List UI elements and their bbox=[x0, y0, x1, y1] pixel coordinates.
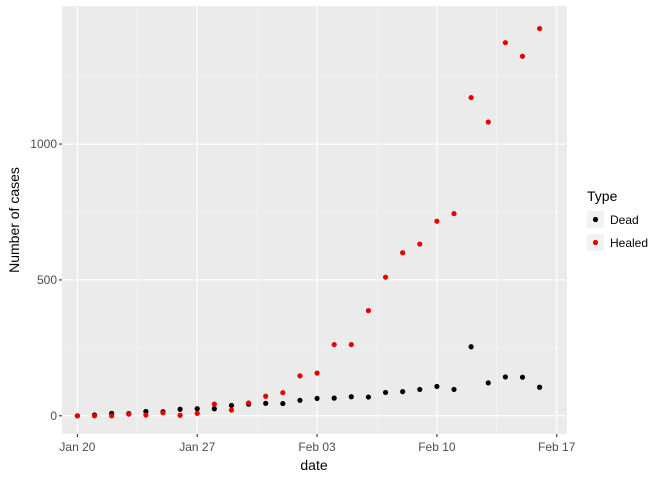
healed-point bbox=[91, 413, 98, 419]
y-axis: 0 500 1000 bbox=[30, 137, 62, 423]
healed-point bbox=[126, 411, 132, 417]
dead-point bbox=[331, 395, 337, 401]
legend: Type Dead Healed bbox=[587, 188, 648, 251]
legend-marker-healed bbox=[592, 239, 599, 246]
dead-point bbox=[194, 406, 200, 412]
healed-point bbox=[348, 341, 354, 348]
dead-point bbox=[468, 344, 474, 350]
y-axis-title: Number of cases bbox=[6, 167, 22, 273]
x-tick-label: Feb 03 bbox=[298, 440, 336, 454]
healed-point bbox=[160, 410, 166, 416]
x-tick-label: Feb 10 bbox=[418, 440, 456, 454]
healed-point bbox=[109, 413, 115, 419]
dead-point bbox=[348, 394, 354, 400]
healed-point bbox=[468, 94, 474, 101]
healed-point bbox=[194, 410, 200, 416]
healed-point bbox=[434, 218, 440, 224]
legend-label-healed: Healed bbox=[610, 236, 648, 250]
legend-label-dead: Dead bbox=[610, 213, 639, 227]
dead-point bbox=[280, 400, 286, 407]
points-layer bbox=[74, 25, 543, 419]
y-tick-label: 0 bbox=[50, 409, 57, 423]
dead-point bbox=[263, 400, 269, 406]
dead-point bbox=[400, 389, 406, 395]
healed-point bbox=[485, 119, 491, 125]
healed-point bbox=[502, 40, 508, 46]
dead-point bbox=[177, 406, 183, 412]
x-axis: Jan 20 Jan 27 Feb 03 Feb 10 Feb 17 bbox=[59, 434, 576, 454]
healed-point bbox=[297, 373, 303, 379]
healed-point bbox=[177, 412, 183, 418]
dead-point bbox=[502, 374, 508, 380]
dead-point bbox=[211, 406, 217, 412]
plot-panel bbox=[62, 6, 567, 434]
healed-point bbox=[537, 25, 543, 32]
x-tick-label: Jan 27 bbox=[179, 440, 215, 454]
dead-point bbox=[417, 386, 423, 393]
dead-point bbox=[314, 395, 320, 402]
dead-point bbox=[365, 394, 372, 400]
healed-point bbox=[263, 393, 269, 399]
healed-point bbox=[228, 407, 235, 413]
legend-title: Type bbox=[587, 188, 618, 204]
healed-point bbox=[143, 412, 149, 418]
x-axis-title: date bbox=[300, 457, 327, 473]
healed-point bbox=[211, 401, 217, 407]
dead-point bbox=[297, 397, 303, 403]
healed-point bbox=[451, 211, 457, 217]
dead-point bbox=[228, 402, 235, 409]
legend-marker-dead bbox=[592, 216, 599, 223]
healed-point bbox=[417, 241, 423, 247]
healed-point bbox=[74, 413, 81, 419]
dead-point bbox=[382, 389, 389, 396]
healed-point bbox=[280, 390, 286, 396]
dead-point bbox=[519, 374, 526, 380]
x-tick-label: Jan 20 bbox=[59, 440, 95, 454]
healed-point bbox=[245, 400, 252, 406]
healed-point bbox=[382, 274, 389, 280]
dead-point bbox=[537, 384, 543, 390]
dead-point bbox=[451, 386, 457, 393]
healed-point bbox=[331, 341, 337, 348]
y-tick-label: 1000 bbox=[30, 137, 57, 151]
dead-point bbox=[485, 380, 491, 386]
healed-point bbox=[314, 370, 320, 376]
y-tick-label: 500 bbox=[37, 273, 57, 287]
healed-point bbox=[400, 250, 406, 256]
grid-minor bbox=[62, 6, 567, 434]
dead-point bbox=[434, 383, 440, 390]
healed-point bbox=[365, 308, 372, 314]
x-tick-label: Feb 17 bbox=[538, 440, 576, 454]
healed-point bbox=[519, 53, 526, 59]
legend-items: Dead Healed bbox=[587, 211, 648, 251]
